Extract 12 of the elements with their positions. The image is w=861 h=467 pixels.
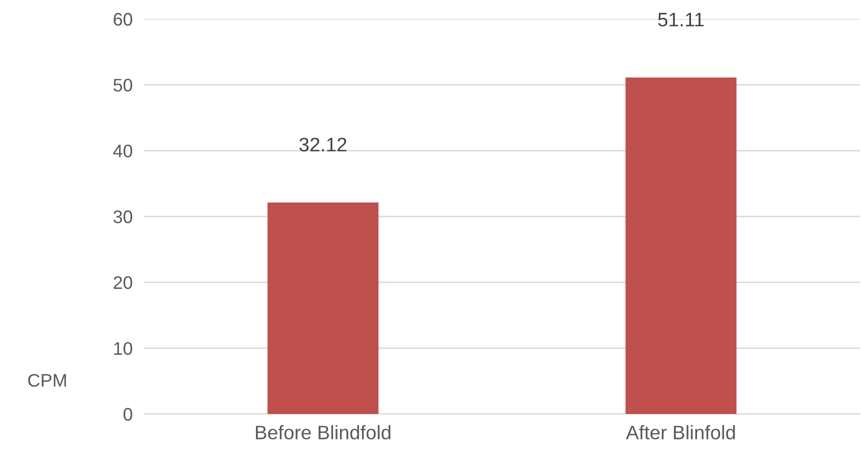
y-axis-title: CPM [28, 374, 66, 387]
y-tick-label: 20 [114, 276, 132, 290]
y-tick-label: 30 [113, 210, 132, 224]
y-tick-label: 40 [113, 144, 132, 158]
y-tick-label: 10 [114, 342, 132, 355]
x-tick-label: After Blinfold [626, 425, 735, 440]
x-tick-label: Before Blindfold [256, 425, 390, 440]
y-tick-label: 50 [114, 78, 132, 92]
data-label: 51.11 [658, 12, 704, 26]
y-tick-label: 0 [124, 408, 132, 421]
y-tick-label: 60 [114, 12, 132, 26]
data-label: 32.12 [299, 138, 346, 152]
